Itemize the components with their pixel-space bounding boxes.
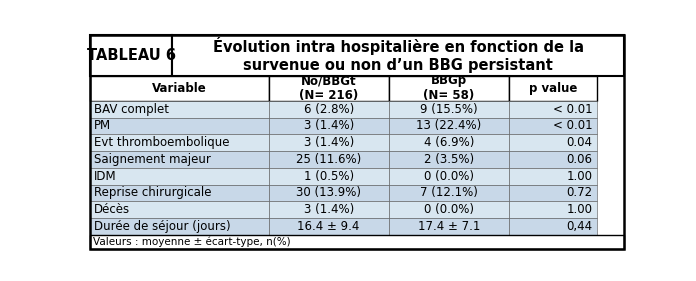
Bar (90, 101, 269, 117)
Text: 0 (0.0%): 0 (0.0%) (424, 203, 474, 216)
Text: 4 (6.9%): 4 (6.9%) (424, 136, 474, 149)
Text: Saignement majeur: Saignement majeur (94, 153, 211, 166)
Text: 7 (12.1%): 7 (12.1%) (420, 186, 477, 200)
Text: 0.04: 0.04 (567, 136, 593, 149)
Bar (389, 168, 509, 185)
Bar (90, 235, 624, 249)
Text: 6 (2.8%): 6 (2.8%) (303, 103, 354, 116)
Bar (269, 151, 389, 168)
Bar (90, 134, 269, 151)
Text: 13 (22.4%): 13 (22.4%) (416, 119, 482, 132)
Text: 1.00: 1.00 (567, 170, 593, 183)
Text: 17.4 ± 7.1: 17.4 ± 7.1 (418, 220, 480, 233)
Bar (509, 134, 597, 151)
Text: 0,44: 0,44 (567, 220, 593, 233)
Bar (389, 117, 509, 134)
Bar (389, 76, 509, 101)
Bar (90, 76, 269, 101)
Text: 0 (0.0%): 0 (0.0%) (424, 170, 474, 183)
Text: Evt thromboembolique: Evt thromboembolique (94, 136, 230, 149)
Text: Valeurs : moyenne ± écart-type, n(%): Valeurs : moyenne ± écart-type, n(%) (93, 237, 290, 247)
Bar (389, 218, 509, 235)
Bar (389, 134, 509, 151)
Text: 0.06: 0.06 (567, 153, 593, 166)
Bar (389, 151, 509, 168)
Text: 3 (1.4%): 3 (1.4%) (303, 136, 354, 149)
Text: 0.72: 0.72 (567, 186, 593, 200)
Bar (389, 185, 509, 201)
Bar (269, 134, 389, 151)
Bar (269, 168, 389, 185)
Text: BBGp
(N= 58): BBGp (N= 58) (423, 74, 475, 102)
Bar (269, 218, 389, 235)
Text: p value: p value (529, 82, 577, 95)
Text: 25 (11.6%): 25 (11.6%) (296, 153, 361, 166)
Bar (90, 35, 173, 76)
Text: PM: PM (94, 119, 111, 132)
Bar (90, 185, 269, 201)
Text: Durée de séjour (jours): Durée de séjour (jours) (94, 220, 230, 233)
Bar (509, 151, 597, 168)
Text: < 0.01: < 0.01 (553, 103, 593, 116)
Text: IDM: IDM (94, 170, 117, 183)
Text: 3 (1.4%): 3 (1.4%) (303, 203, 354, 216)
Text: Reprise chirurgicale: Reprise chirurgicale (94, 186, 212, 200)
Bar (389, 101, 509, 117)
Bar (90, 151, 269, 168)
Bar (509, 218, 597, 235)
Bar (173, 35, 624, 76)
Text: 1 (0.5%): 1 (0.5%) (303, 170, 354, 183)
Bar (269, 101, 389, 117)
Text: 9 (15.5%): 9 (15.5%) (420, 103, 477, 116)
Bar (269, 185, 389, 201)
Bar (509, 76, 597, 101)
Text: TABLEAU 6: TABLEAU 6 (86, 48, 175, 63)
Bar (90, 218, 269, 235)
Bar (90, 117, 269, 134)
Bar (509, 117, 597, 134)
Text: Décès: Décès (94, 203, 130, 216)
Bar (269, 117, 389, 134)
Text: 3 (1.4%): 3 (1.4%) (303, 119, 354, 132)
Bar (90, 201, 269, 218)
Text: BAV complet: BAV complet (94, 103, 169, 116)
Text: Évolution intra hospitalière en fonction de la
survenue ou non d’un BBG persista: Évolution intra hospitalière en fonction… (212, 37, 583, 73)
Text: No/BBGt
(N= 216): No/BBGt (N= 216) (299, 74, 358, 102)
Bar (509, 201, 597, 218)
Bar (389, 201, 509, 218)
Text: 30 (13.9%): 30 (13.9%) (296, 186, 361, 200)
Text: Variable: Variable (152, 82, 207, 95)
Text: 2 (3.5%): 2 (3.5%) (424, 153, 474, 166)
Bar (269, 201, 389, 218)
Text: 1.00: 1.00 (567, 203, 593, 216)
Bar (509, 101, 597, 117)
Bar (509, 185, 597, 201)
Bar (90, 168, 269, 185)
Text: 16.4 ± 9.4: 16.4 ± 9.4 (297, 220, 360, 233)
Bar (269, 76, 389, 101)
Text: < 0.01: < 0.01 (553, 119, 593, 132)
Bar (509, 168, 597, 185)
